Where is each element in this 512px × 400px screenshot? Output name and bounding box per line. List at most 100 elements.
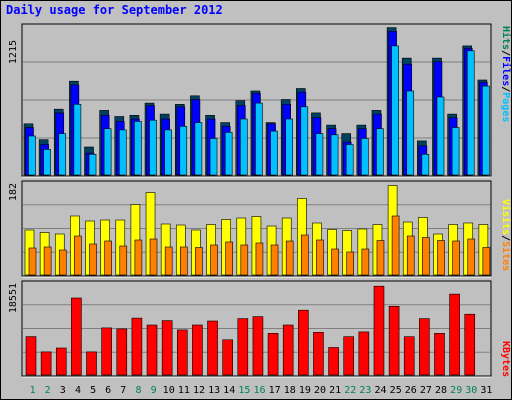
- x-tick-label: 7: [120, 385, 126, 396]
- sites-bar: [43, 246, 52, 276]
- pages-bar: [164, 129, 172, 176]
- sites-bar: [225, 241, 233, 276]
- legend-hits-files-pages: Hits/Files/Pages: [500, 26, 512, 122]
- kbytes-bar: [146, 324, 158, 376]
- pages-bar: [270, 130, 278, 176]
- legend-item: /: [500, 86, 511, 92]
- x-tick-label: 27: [420, 385, 432, 396]
- kbytes-bar: [313, 331, 324, 376]
- sites-bar: [437, 240, 445, 276]
- pages-bar: [330, 134, 339, 176]
- sites-bar: [285, 240, 294, 276]
- kbytes-bar: [328, 347, 339, 376]
- pages-bar: [376, 128, 384, 176]
- kbytes-bar: [71, 297, 82, 376]
- kbytes-bar: [267, 332, 279, 376]
- x-tick-label: 31: [480, 385, 492, 396]
- kbytes-bar: [86, 351, 97, 376]
- pages-bar: [451, 127, 460, 176]
- kbytes-bar: [282, 324, 294, 376]
- x-tick-label: 22: [344, 385, 356, 396]
- sites-bar: [452, 240, 460, 276]
- kbytes-bar: [252, 316, 264, 376]
- pages-bar: [300, 106, 309, 176]
- kbytes-bar: [55, 347, 67, 376]
- pages-bar: [406, 90, 415, 176]
- x-tick-label: 11: [178, 385, 190, 396]
- legend-item: Hits: [500, 26, 512, 50]
- y-max-label-kbytes: 18551: [8, 283, 19, 313]
- pages-bar: [436, 96, 445, 176]
- legend-item: /: [500, 50, 511, 56]
- sites-bar: [240, 244, 249, 276]
- x-tick-label: 24: [374, 385, 386, 396]
- x-tick-label: 20: [314, 385, 326, 396]
- sites-bar: [270, 244, 279, 276]
- kbytes-bar: [358, 331, 370, 376]
- pages-bar: [88, 154, 97, 176]
- legend-kbytes: KBytes: [500, 341, 511, 377]
- pages-bar: [255, 102, 263, 176]
- sites-bar: [255, 242, 264, 276]
- x-tick-label: 10: [163, 385, 175, 396]
- x-tick-label: 14: [223, 385, 235, 396]
- pages-bar: [118, 129, 127, 176]
- x-tick-label: 9: [151, 385, 157, 396]
- pages-bar: [224, 132, 233, 176]
- kbytes-bar: [25, 336, 37, 376]
- pages-bar: [315, 133, 324, 176]
- kbytes-bar: [388, 305, 400, 376]
- kbytes-bar: [403, 336, 415, 376]
- kbytes-bar: [298, 309, 309, 376]
- kbytes-bar: [373, 285, 385, 376]
- sites-bar: [376, 240, 385, 276]
- sites-bar: [361, 248, 370, 276]
- kbytes-bar: [449, 293, 460, 376]
- pages-bar: [194, 122, 203, 176]
- sites-bar: [316, 239, 324, 276]
- sites-bar: [346, 251, 355, 276]
- sites-bar: [58, 249, 67, 276]
- sites-bar: [119, 245, 128, 276]
- x-tick-label: 5: [90, 385, 96, 396]
- pages-bar: [482, 85, 490, 176]
- x-tick-label: 17: [269, 385, 281, 396]
- sites-bar: [104, 240, 112, 276]
- x-tick-label: 16: [253, 385, 265, 396]
- pages-bar: [134, 121, 142, 176]
- x-tick-label: 12: [193, 385, 205, 396]
- sites-bar: [134, 239, 143, 276]
- x-tick-label: 18: [284, 385, 296, 396]
- pages-bar: [73, 104, 82, 176]
- kbytes-bar: [419, 318, 430, 376]
- legend-item: Sites: [500, 241, 512, 271]
- legend-item: Files: [500, 56, 512, 86]
- kbytes-bar: [131, 317, 143, 376]
- pages-bar: [240, 118, 248, 176]
- pages-bar: [391, 45, 399, 176]
- sites-bar: [482, 247, 491, 276]
- chart-title: Daily usage for September 2012: [6, 3, 223, 17]
- sites-bar: [391, 215, 400, 276]
- legend-item: Visits: [500, 199, 512, 235]
- x-tick-label: 30: [465, 385, 477, 396]
- legend-visits-sites: Visits/Sites: [500, 199, 512, 271]
- sites-bar: [195, 247, 203, 276]
- x-tick-label: 23: [359, 385, 371, 396]
- kbytes-bar: [207, 320, 218, 376]
- kbytes-bar: [161, 320, 173, 376]
- pages-bar: [103, 128, 112, 176]
- pages-bar: [179, 126, 188, 176]
- pages-bar: [149, 119, 157, 176]
- x-tick-label: 21: [329, 385, 341, 396]
- pages-bar: [345, 144, 354, 176]
- x-tick-label: 29: [450, 385, 462, 396]
- x-tick-label: 3: [60, 385, 66, 396]
- x-tick-label: 26: [405, 385, 417, 396]
- kbytes-bar: [176, 329, 188, 376]
- x-tick-label: 6: [105, 385, 111, 396]
- pages-bar: [28, 135, 36, 176]
- kbytes-bar: [237, 318, 249, 376]
- sites-bar: [28, 247, 37, 276]
- legend-item: Pages: [500, 92, 511, 122]
